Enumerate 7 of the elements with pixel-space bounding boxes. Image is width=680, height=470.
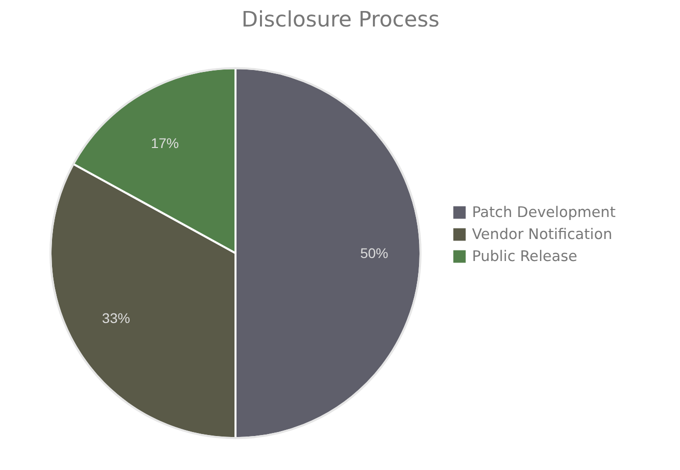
data-label: 50% <box>360 245 388 262</box>
data-label: 17% <box>150 135 179 152</box>
legend-label: Public Release <box>472 248 578 264</box>
legend-label: Patch Development <box>472 204 616 220</box>
data-label: 33% <box>102 310 130 326</box>
chart-title: Disclosure Process <box>242 8 440 32</box>
legend-label: Vendor Notification <box>472 226 612 242</box>
